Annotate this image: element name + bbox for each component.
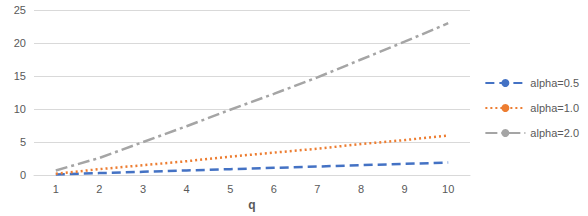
svg-text:3: 3 [140, 183, 146, 195]
svg-text:alpha=0.5: alpha=0.5 [530, 77, 579, 89]
svg-text:4: 4 [184, 183, 190, 195]
svg-text:q: q [248, 198, 255, 212]
svg-text:7: 7 [314, 183, 320, 195]
svg-text:10: 10 [14, 103, 26, 115]
svg-text:alpha=1.0: alpha=1.0 [530, 102, 579, 114]
svg-text:1: 1 [53, 183, 59, 195]
svg-text:10: 10 [442, 183, 454, 195]
svg-text:2: 2 [96, 183, 102, 195]
svg-text:15: 15 [14, 70, 26, 82]
svg-text:5: 5 [20, 136, 26, 148]
svg-text:alpha=2.0: alpha=2.0 [530, 127, 579, 139]
svg-text:25: 25 [14, 4, 26, 16]
svg-text:6: 6 [271, 183, 277, 195]
svg-text:5: 5 [227, 183, 233, 195]
svg-text:0: 0 [20, 169, 26, 181]
svg-text:20: 20 [14, 37, 26, 49]
svg-text:9: 9 [402, 183, 408, 195]
svg-text:8: 8 [358, 183, 364, 195]
